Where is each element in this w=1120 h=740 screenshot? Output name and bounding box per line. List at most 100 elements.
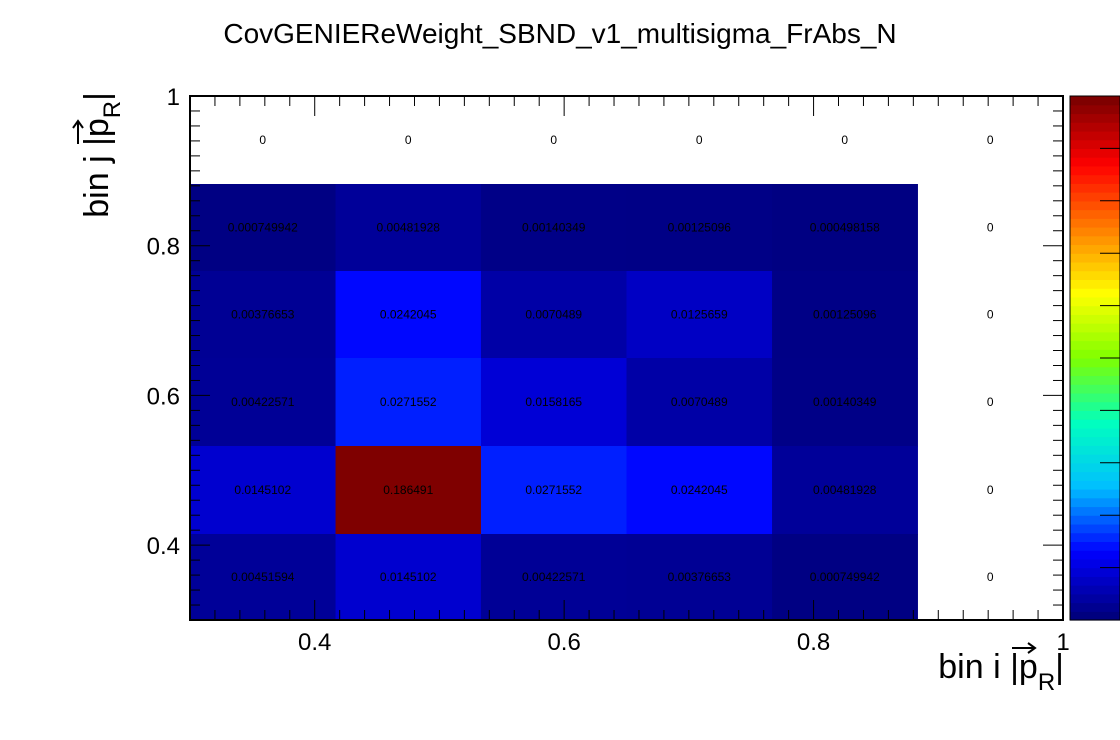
- heatmap-cell-labels: 0 0 0 0 0 0 0.000749942 0.00481928 0.00140349 0.0…: [228, 133, 994, 584]
- colorbar-segment: [1070, 462, 1120, 473]
- cell-value-label: 0.00422571: [522, 570, 586, 584]
- colorbar-segment: [1070, 96, 1120, 106]
- colorbar-segment: [1070, 401, 1120, 411]
- colorbar-segment: [1070, 593, 1120, 604]
- cell-value-label: 0.0271552: [380, 395, 437, 409]
- y-tick-label: 0.6: [147, 383, 180, 410]
- colorbar-segment: [1070, 454, 1120, 464]
- cell-value-label: 0: [987, 395, 994, 409]
- cell-value-label: 0.00125096: [813, 308, 877, 322]
- y-axis-label: bin j |pR|: [72, 92, 126, 218]
- cell-value-label: 0.186491: [383, 483, 433, 497]
- heatmap-cell: [190, 446, 337, 535]
- cell-value-label: 0.0242045: [380, 308, 437, 322]
- heatmap-cells: [190, 184, 918, 621]
- colorbar-segment: [1070, 419, 1120, 429]
- colorbar-segment: [1070, 183, 1120, 193]
- colorbar-segment: [1070, 331, 1120, 342]
- colorbar-segment: [1070, 358, 1120, 368]
- heatmap-cell: [190, 271, 337, 359]
- colorbar-segment: [1070, 305, 1120, 315]
- heatmap-cell: [772, 534, 918, 621]
- x-tick-label: 0.6: [547, 629, 580, 656]
- colorbar-segment: [1070, 192, 1120, 202]
- colorbar-segment: [1070, 227, 1120, 237]
- cell-value-label: 0.00140349: [813, 395, 877, 409]
- cell-value-label: 0.000749942: [810, 570, 880, 584]
- cell-value-label: 0: [987, 308, 994, 322]
- cell-value-label: 0.0145102: [380, 570, 437, 584]
- y-tick-label: 0.4: [147, 533, 180, 560]
- colorbar-segment: [1070, 288, 1120, 298]
- colorbar-segment: [1070, 515, 1120, 525]
- colorbar-segment: [1070, 384, 1120, 394]
- cell-value-label: 0: [987, 133, 994, 147]
- colorbar-segment: [1070, 323, 1120, 333]
- colorbar-segment: [1070, 427, 1120, 438]
- axis-tick-labels: 0.4 0.6 0.8 1 0.4 0.6 0.8 1: [147, 84, 1070, 656]
- colorbar-segment: [1070, 366, 1120, 377]
- cell-value-label: 0: [696, 133, 703, 147]
- colorbar-segment: [1070, 279, 1120, 289]
- cell-value-label: 0.0125659: [671, 308, 728, 322]
- heatmap-cell: [626, 446, 773, 535]
- colorbar-segment: [1070, 235, 1120, 246]
- colorbar-segment: [1070, 392, 1120, 403]
- colorbar-segment: [1070, 585, 1120, 595]
- x-axis-label: bin i |pR|: [938, 642, 1064, 696]
- heatmap-cell: [626, 271, 773, 359]
- cell-value-label: 0.00376653: [668, 570, 732, 584]
- cell-value-label: 0.0271552: [525, 483, 582, 497]
- heatmap-cell: [772, 358, 918, 447]
- cell-value-label: 0.00140349: [522, 221, 586, 235]
- heatmap-cell: [772, 446, 918, 535]
- y-tick-label: 1: [167, 84, 180, 111]
- axis-label-text: bin i |pR|: [938, 648, 1064, 696]
- x-tick-label: 0.4: [298, 629, 331, 656]
- heatmap-cell: [190, 534, 337, 621]
- heatmap-cell: [480, 534, 627, 621]
- colorbar-segment: [1070, 567, 1120, 577]
- colorbar-segment: [1070, 550, 1120, 560]
- colorbar-segment: [1070, 410, 1120, 420]
- cell-value-label: 0.000749942: [228, 221, 298, 235]
- heatmap-cell: [772, 271, 918, 359]
- axis-ticks: [189, 95, 1064, 621]
- colorbar-segment: [1070, 436, 1120, 446]
- colorbar-segment: [1070, 523, 1120, 534]
- cell-value-label: 0: [987, 483, 994, 497]
- cell-value-label: 0.00481928: [377, 221, 441, 235]
- colorbar-segment: [1070, 218, 1120, 228]
- heatmap-cell: [626, 358, 773, 447]
- cell-value-label: 0.000498158: [810, 221, 880, 235]
- x-tick-label: 1: [1056, 629, 1069, 656]
- colorbar-segment: [1070, 558, 1120, 569]
- colorbar-segment: [1070, 506, 1120, 516]
- cell-value-label: 0.00376653: [231, 308, 295, 322]
- colorbar-segment: [1070, 165, 1120, 176]
- heatmap-cell: [626, 534, 773, 621]
- colorbar-segment: [1070, 253, 1120, 263]
- chart-title: CovGENIEReWeight_SBND_v1_multisigma_FrAb…: [223, 18, 897, 49]
- colorbar-segment: [1070, 209, 1120, 219]
- heatmap-cell: [190, 358, 337, 447]
- colorbar-segment: [1070, 139, 1120, 149]
- cell-value-label: 0: [550, 133, 557, 147]
- colorbar-segment: [1070, 130, 1120, 141]
- heatmap-cell: [335, 271, 482, 359]
- colorbar-segment: [1070, 122, 1120, 132]
- colorbar-segment: [1070, 541, 1120, 551]
- colorbar-segment: [1070, 244, 1120, 254]
- colorbar-segment: [1070, 104, 1120, 115]
- colorbar-segment: [1070, 340, 1120, 350]
- cell-value-label: 0.00481928: [813, 483, 877, 497]
- cell-value-label: 0.0145102: [234, 483, 291, 497]
- colorbar-segment: [1070, 497, 1120, 508]
- heatmap-cell: [335, 534, 482, 621]
- colorbar-segment: [1070, 270, 1120, 280]
- heatmap-cell: [335, 184, 482, 272]
- cell-value-label: 0.00451594: [231, 570, 295, 584]
- axis-label-text: bin j |pR|: [78, 92, 126, 218]
